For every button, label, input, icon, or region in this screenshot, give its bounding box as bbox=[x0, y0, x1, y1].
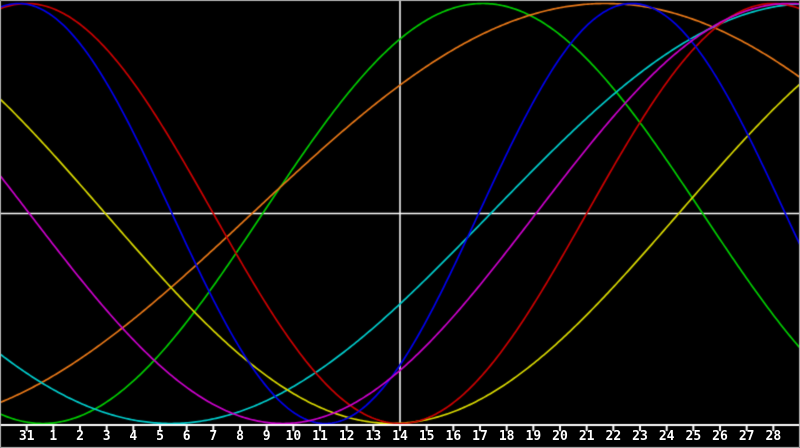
chart-canvas bbox=[0, 0, 800, 448]
biorhythm-chart: 31 1 2 3 4 5 6 7 8 9 10 11 12 13 14 15 16 17 18 19 20 21 22 23 2… bbox=[0, 0, 800, 448]
